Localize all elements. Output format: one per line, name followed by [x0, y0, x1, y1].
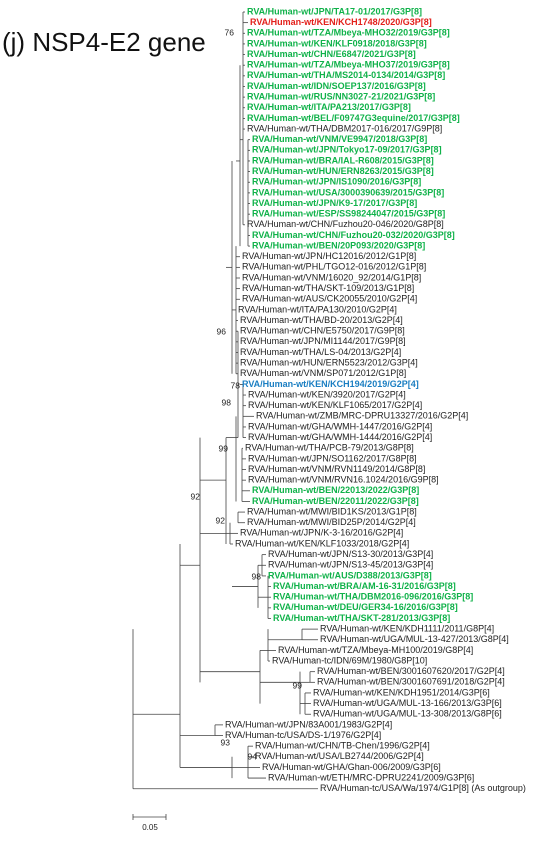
leaf-label: RVA/Human-wt/VNM/RVN1149/2014/G8P[8] [248, 464, 425, 474]
leaf-label: RVA/Human-tc/USA/DS-1/1976/G2P[4] [225, 730, 381, 740]
leaf-label: RVA/Human-wt/BRA/AM-16-31/2016/G3P[8] [273, 581, 456, 591]
bootstrap-value: 93 [221, 737, 231, 747]
leaf-label: RVA/Human-wt/GHA/Ghan-006/2009/G3P[6] [262, 762, 441, 772]
leaf-label: RVA/Human-wt/VNM/SP071/2012/G1P[8] [240, 368, 406, 378]
leaf-label: RVA/Human-wt/UGA/MUL-13-308/2013/G8P[6] [313, 709, 502, 719]
leaf-label: RVA/Human-wt/BEN/20P093/2020/G3P[8] [252, 240, 425, 250]
bootstrap-value: 76 [225, 27, 235, 37]
leaf-label: RVA/Human-wt/VNM/RVN16.1024/2016/G9P[8] [248, 475, 439, 485]
leaf-label: RVA/Human-wt/HUN/ERN5523/2012/G3P[4] [240, 357, 418, 367]
leaf-label: RVA/Human-wt/JPN/SO1162/2017/G8P[8] [248, 453, 417, 463]
leaf-label: RVA/Human-tc/USA/Wa/1974/G1P[8] (As outg… [320, 783, 526, 793]
leaf-label: RVA/Human-wt/CHN/E6847/2021/G3P[8] [247, 49, 416, 59]
leaf-label: RVA/Human-wt/BEN/3001607691/2018/G2P[4] [317, 677, 505, 687]
leaf-label: RVA/Human-wt/THA/SKT-109/2013/G1P[8] [242, 283, 414, 293]
leaf-label: RVA/Human-wt/MWI/BID25P/2014/G2P[4] [247, 517, 416, 527]
leaf-label: RVA/Human-wt/USA/LB2744/2006/G2P[4] [255, 751, 424, 761]
leaf-label: RVA/Human-wt/JPN/K-3-16/2016/G2P[4] [240, 528, 403, 538]
leaf-label: RVA/Human-wt/KEN/KDH1951/2014/G3P[6] [313, 687, 490, 697]
figure-title: (j) NSP4-E2 gene [2, 27, 206, 57]
leaf-label: RVA/Human-wt/KEN/KDH1111/2011/G8P[4] [320, 623, 494, 633]
leaf-label: RVA/Human-wt/THA/DBM2016-096/2016/G3P[8] [273, 592, 473, 602]
bootstrap-value: 92 [216, 515, 226, 525]
leaf-label: RVA/Human-wt/UGA/MUL-13-166/2013/G3P[6] [313, 698, 502, 708]
leaf-label: RVA/Human-wt/HUN/ERN8263/2015/G3P[8] [252, 166, 434, 176]
leaf-label: RVA/Human-wt/PHL/TGO12-016/2012/G1P[8] [242, 262, 426, 272]
leaf-label: RVA/Human-wt/KEN/3920/2017/G2P[4] [248, 389, 406, 399]
leaf-label: RVA/Human-wt/VNM/16020_92/2014/G1P[8] [242, 272, 421, 282]
leaf-label: RVA/Human-wt/VNM/VE9947/2018/G3P[8] [252, 134, 427, 144]
leaf-label: RVA/Human-wt/ZMB/MRC-DPRU13327/2016/G2P[… [256, 411, 468, 421]
leaf-label: RVA/Human-wt/JPN/83A001/1983/G2P[4] [225, 719, 392, 729]
leaf-label: RVA/Human-wt/TZA/Mbeya-MHO32/2019/G3P[8] [247, 28, 450, 38]
leaf-label: RVA/Human-wt/TZA/Mbeya-MH100/2019/G8P[4] [278, 645, 473, 655]
leaf-label: RVA/Human-wt/GHA/WMH-1444/2016/G2P[4] [248, 432, 432, 442]
leaf-label: RVA/Human-wt/USA/3000390639/2015/G3P[8] [252, 187, 444, 197]
leaf-label: RVA/Human-wt/THA/DBM2017-016/2017/G9P[8] [247, 123, 442, 133]
bootstrap-value: 96 [217, 326, 227, 336]
leaf-label: RVA/Human-wt/BEN/3001607620/2017/G2P[4] [317, 666, 505, 676]
leaf-label: RVA/Human-wt/BRA/IAL-R608/2015/G3P[8] [252, 155, 434, 165]
bootstrap-value: 99 [219, 443, 229, 453]
leaf-label: RVA/Human-wt/THA/MS2014-0134/2014/G3P[8] [247, 70, 445, 80]
leaf-label: RVA/Human-wt/JPN/Tokyo17-09/2017/G3P[8] [252, 145, 442, 155]
leaf-label: RVA/Human-tc/IDN/69M/1980/G8P[10] [272, 655, 427, 665]
leaf-label: RVA/Human-wt/ITA/PA130/2010/G2P[4] [238, 304, 397, 314]
leaf-label: RVA/Human-wt/TZA/Mbeya-MHO37/2019/G3P[8] [247, 60, 450, 70]
leaf-label: RVA/Human-wt/BEN/22013/2022/G3P[8] [252, 485, 419, 495]
leaf-label: RVA/Human-wt/ESP/SS98244047/2015/G3P[8] [252, 209, 445, 219]
leaf-label: RVA/Human-wt/ETH/MRC-DPRU2241/2009/G3P[6… [268, 772, 474, 782]
leaf-label: RVA/Human-wt/JPN/HC12016/2012/G1P[8] [242, 251, 416, 261]
leaf-label: RVA/Human-wt/AUS/D388/2013/G3P[8] [268, 570, 432, 580]
leaf-label: RVA/Human-wt/JPN/MI1144/2017/G9P[8] [240, 336, 406, 346]
leaf-label: RVA/Human-wt/KEN/KLF1065/2017/G2P[4] [248, 400, 422, 410]
leaf-label: RVA/Human-wt/THA/SKT-281/2013/G3P[8] [273, 613, 450, 623]
leaf-label: RVA/Human-wt/JPN/IS1090/2016/G3P[8] [252, 177, 421, 187]
leaf-label: RVA/Human-wt/THA/BD-20/2013/G2P[4] [240, 315, 403, 325]
leaf-label: RVA/Human-wt/DEU/GER34-16/2016/G3P[8] [273, 602, 458, 612]
leaf-label: RVA/Human-wt/MWI/BID1KS/2013/G1P[8] [247, 506, 417, 516]
leaf-label: RVA/Human-wt/IDN/SOEP137/2016/G3P[8] [247, 81, 426, 91]
bootstrap-value: 99 [293, 680, 303, 690]
leaf-label: RVA/Human-wt/AUS/CK20055/2010/G2P[4] [242, 294, 417, 304]
leaf-label: RVA/Human-wt/JPN/K9-17/2017/G3P[8] [252, 198, 417, 208]
bootstrap-value: 94 [248, 751, 258, 761]
leaf-label: RVA/Human-wt/KEN/KLF1033/2018/G2P[4] [235, 538, 409, 548]
scale-label: 0.05 [142, 823, 158, 832]
leaf-label: RVA/Human-wt/JPN/S13-30/2013/G3P[4] [268, 549, 433, 559]
bootstrap-value: 92 [191, 491, 201, 501]
leaf-label: RVA/Human-wt/THA/LS-04/2013/G2P[4] [240, 347, 401, 357]
leaf-label: RVA/Human-wt/JPN/TA17-01/2017/G3P[8] [247, 6, 422, 16]
leaf-label: RVA/Human-wt/CHN/Fuzhou20-032/2020/G3P[8… [252, 230, 455, 240]
leaf-label: RVA/Human-wt/CHN/Fuzhou20-046/2020/G8P[8… [247, 219, 444, 229]
leaf-label: RVA/Human-wt/KEN/KLF0918/2018/G3P[8] [247, 38, 427, 48]
leaf-label: RVA/Human-wt/THA/PCB-79/2013/G8P[8] [245, 443, 414, 453]
bootstrap-value: 98 [222, 397, 232, 407]
bootstrap-value: 78 [231, 380, 241, 390]
leaf-label: RVA/Human-wt/UGA/MUL-13-427/2013/G8P[4] [320, 634, 509, 644]
leaf-label: RVA/Human-wt/CHN/TB-Chen/1996/G2P[4] [255, 741, 430, 751]
leaf-label: RVA/Human-wt/BEN/22011/2022/G3P[8] [252, 496, 419, 506]
leaf-label: RVA/Human-wt/KEN/KCH1748/2020/G3P[8] [250, 17, 432, 27]
bootstrap-value: 98 [252, 571, 262, 581]
leaf-label: RVA/Human-wt/RUS/NN3027-21/2021/G3P[8] [247, 91, 435, 101]
leaf-label: RVA/Human-wt/GHA/WMH-1447/2016/G2P[4] [248, 421, 432, 431]
leaf-label: RVA/Human-wt/ITA/PA213/2017/G3P[8] [247, 102, 411, 112]
leaf-label: RVA/Human-wt/JPN/S13-45/2013/G3P[4] [268, 560, 433, 570]
leaf-label: RVA/Human-wt/KEN/KCH194/2019/G2P[4] [242, 379, 419, 389]
leaf-label: RVA/Human-wt/CHN/E5750/2017/G9P[8] [240, 326, 405, 336]
leaf-label: RVA/Human-wt/BEL/F09747G3equine/2017/G3P… [247, 113, 460, 123]
